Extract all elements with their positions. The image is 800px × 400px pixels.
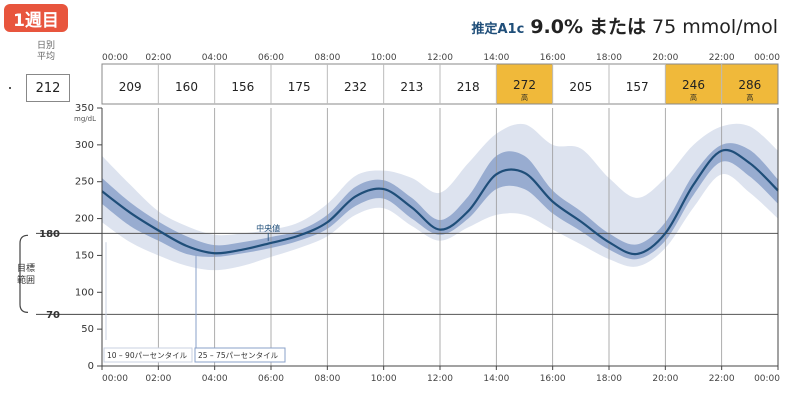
x-tick-label-bottom: 10:00	[371, 374, 397, 384]
x-tick-label-bottom: 00:00	[102, 374, 128, 384]
x-tick-label-top: 00:00	[102, 53, 128, 63]
x-tick-label-top: 20:00	[652, 53, 678, 63]
x-tick-label-bottom: 18:00	[596, 374, 622, 384]
target-range-label-line1: 目標	[17, 262, 35, 274]
y-tick-label: 150	[75, 250, 94, 261]
hourly-average-value: 286	[738, 78, 761, 92]
x-tick-label-bottom: 12:00	[427, 374, 453, 384]
hourly-average-flag: 高	[746, 93, 753, 102]
hourly-average-value: 218	[457, 80, 480, 94]
hourly-average-value: 160	[175, 80, 198, 94]
x-tick-label-top: 00:00	[754, 53, 780, 63]
legend-inner-box	[194, 347, 286, 363]
hourly-average-cell	[609, 64, 666, 104]
x-tick-label-top: 06:00	[258, 53, 284, 63]
week-badge: 1週目	[4, 4, 68, 32]
a1c-mmol: 75 mmol/mol	[652, 16, 778, 38]
x-tick-label-bottom: 02:00	[145, 374, 171, 384]
hourly-average-cell	[102, 64, 159, 104]
daily-average-value: 212	[26, 74, 70, 102]
target-range-label-line2: 範囲	[17, 274, 35, 286]
hourly-average-cell	[721, 64, 778, 104]
x-tick-label-top: 18:00	[596, 53, 622, 63]
target-range-bracket	[19, 234, 29, 313]
hourly-average-value: 213	[400, 80, 423, 94]
marker-dot	[9, 87, 11, 89]
target-low-label: 70	[46, 310, 60, 321]
y-tick-label: 100	[75, 287, 94, 298]
y-tick-label: 250	[75, 177, 94, 188]
median-label: 中央値	[256, 223, 280, 233]
hourly-average-value: 175	[288, 80, 311, 94]
y-tick-label: 300	[75, 140, 94, 151]
x-tick-label-bottom: 06:00	[258, 374, 284, 384]
daily-average-label-line2: 平均	[36, 52, 55, 62]
x-tick-label-top: 10:00	[371, 53, 397, 63]
x-tick-label-bottom: 22:00	[709, 374, 735, 384]
daily-average-label: 日別 平均	[26, 41, 66, 63]
median-line	[101, 148, 779, 256]
x-tick-label-top: 08:00	[314, 53, 340, 63]
hourly-average-flag: 高	[690, 93, 697, 102]
y-tick-label: 200	[75, 214, 94, 225]
hourly-average-cell	[665, 64, 722, 104]
hourly-average-value: 209	[119, 80, 142, 94]
y-tick-label: 350	[75, 103, 94, 114]
a1c-value: 9.0%	[530, 16, 584, 38]
x-tick-label-top: 14:00	[483, 53, 509, 63]
band-25-75-percentile	[102, 143, 778, 260]
y-tick-label: 50	[81, 324, 94, 335]
x-tick-label-bottom: 00:00	[754, 374, 780, 384]
hourly-average-flag: 高	[521, 93, 528, 102]
a1c-connector: または	[589, 16, 647, 38]
hourly-average-cell	[552, 64, 609, 104]
daily-average-label-line1: 日別	[36, 41, 55, 51]
legend-outer-box	[103, 347, 193, 363]
x-tick-label-bottom: 04:00	[202, 374, 228, 384]
y-axis-label: mg/dL	[74, 115, 96, 123]
x-tick-label-bottom: 16:00	[540, 374, 566, 384]
target-high-label: 180	[39, 229, 60, 240]
a1c-label: 推定A1c	[471, 22, 525, 37]
x-tick-label-top: 02:00	[145, 53, 171, 63]
x-tick-label-bottom: 20:00	[652, 374, 678, 384]
x-tick-label-top: 16:00	[540, 53, 566, 63]
x-tick-label-top: 12:00	[427, 53, 453, 63]
hourly-average-cell	[327, 64, 384, 104]
hourly-average-value: 232	[344, 80, 367, 94]
hourly-average-cell	[383, 64, 440, 104]
hourly-average-cell	[496, 64, 553, 104]
hourly-average-value: 246	[682, 78, 705, 92]
x-tick-label-top: 22:00	[709, 53, 735, 63]
hourly-average-value: 156	[231, 80, 254, 94]
x-tick-label-top: 04:00	[202, 53, 228, 63]
hourly-average-cell	[271, 64, 328, 104]
y-tick-label: 0	[88, 361, 94, 372]
estimated-a1c: 推定A1c 9.0% または 75 mmol/mol	[472, 12, 779, 39]
hourly-average-value: 272	[513, 78, 536, 92]
x-tick-label-bottom: 14:00	[483, 374, 509, 384]
legend-outer-label: 10 – 90パーセンタイル	[107, 351, 188, 360]
hourly-average-cell	[440, 64, 497, 104]
hourly-average-cell	[214, 64, 271, 104]
hourly-average-value: 157	[626, 80, 649, 94]
hourly-average-cell	[158, 64, 215, 104]
legend-inner-label: 25 – 75パーセンタイル	[198, 351, 279, 360]
hourly-average-value: 205	[569, 80, 592, 94]
x-tick-label-bottom: 08:00	[314, 374, 340, 384]
